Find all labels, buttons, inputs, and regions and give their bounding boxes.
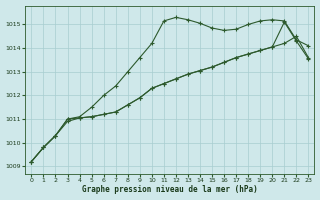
X-axis label: Graphe pression niveau de la mer (hPa): Graphe pression niveau de la mer (hPa) bbox=[82, 185, 258, 194]
